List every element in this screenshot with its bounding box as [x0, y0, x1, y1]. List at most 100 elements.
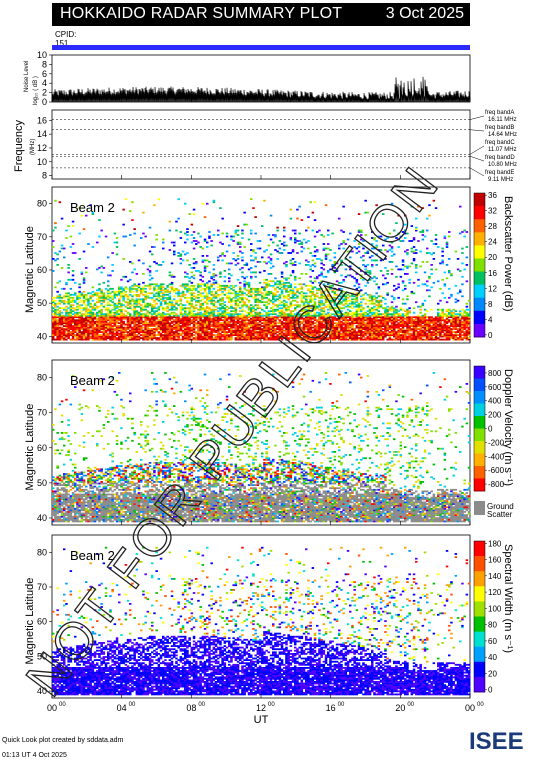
- heatmap-cell: [76, 338, 79, 341]
- heatmap-cell: [107, 301, 110, 304]
- heatmap-cell: [82, 295, 86, 298]
- heatmap-cell: [115, 337, 119, 339]
- heatmap-cell: [184, 316, 187, 319]
- heatmap-cell: [395, 287, 398, 290]
- heatmap-cell: [124, 316, 128, 319]
- heatmap-cell: [74, 328, 77, 330]
- heatmap-cell: [252, 287, 255, 290]
- heatmap-cell: [373, 308, 376, 311]
- heatmap-cell: [89, 295, 92, 298]
- heatmap-cell: [404, 287, 407, 290]
- heatmap-cell: [397, 283, 400, 286]
- heatmap-cell: [118, 319, 121, 322]
- heatmap-cell: [69, 235, 73, 238]
- heatmap-cell: [170, 313, 174, 316]
- heatmap-cell: [155, 302, 158, 305]
- heatmap-cell: [173, 244, 176, 247]
- heatmap-cell: [91, 313, 95, 316]
- title-bar: HOKKAIDO RADAR SUMMARY PLOT 3 Oct 2025: [52, 3, 470, 26]
- heatmap-cell: [137, 319, 141, 322]
- heatmap-cell: [261, 301, 264, 304]
- heatmap-cell: [401, 298, 405, 301]
- heatmap-cell: [357, 337, 361, 339]
- heatmap-cell: [195, 261, 198, 263]
- heatmap-cell: [252, 259, 255, 262]
- heatmap-cell: [148, 331, 152, 333]
- cpid-label-text: CPID:: [55, 30, 77, 39]
- heatmap-cell: [100, 271, 103, 274]
- heatmap-cell: [192, 267, 196, 269]
- heatmap-cell: [133, 338, 136, 341]
- heatmap-cell: [58, 322, 62, 325]
- heatmap-cell: [126, 323, 130, 326]
- heatmap-cell: [406, 265, 409, 268]
- heatmap-cell: [364, 322, 367, 325]
- heatmap-cell: [133, 328, 136, 330]
- heatmap-cell: [162, 289, 165, 292]
- heatmap-cell: [214, 295, 218, 298]
- heatmap-cell: [122, 322, 125, 325]
- heatmap-cell: [153, 317, 156, 320]
- heatmap-cell: [151, 329, 154, 332]
- heatmap-cell: [82, 326, 86, 329]
- heatmap-cell: [192, 289, 196, 292]
- heatmap-cell: [228, 284, 231, 287]
- heatmap-cell: [153, 332, 156, 335]
- heatmap-cell: [144, 322, 147, 325]
- heatmap-cell: [78, 326, 81, 329]
- heatmap-cell: [397, 286, 400, 289]
- heatmap-cell: [377, 299, 381, 302]
- heatmap-cell: [159, 298, 163, 301]
- heatmap-cell: [289, 289, 293, 292]
- heatmap-cell: [126, 320, 130, 323]
- heatmap-cell: [104, 314, 108, 317]
- heatmap-cell: [82, 335, 86, 338]
- heatmap-cell: [276, 229, 279, 232]
- heatmap-cell: [184, 313, 187, 316]
- heatmap-cell: [82, 334, 86, 336]
- heatmap-cell: [203, 322, 207, 325]
- heatmap-cell: [221, 232, 224, 235]
- heatmap-cell: [175, 302, 178, 305]
- heatmap-cell: [111, 287, 114, 290]
- heatmap-cell: [181, 332, 185, 335]
- heatmap-cell: [142, 305, 145, 308]
- heatmap-cell: [192, 295, 196, 298]
- heatmap-cell: [179, 298, 183, 301]
- heatmap-cell: [118, 292, 121, 295]
- heatmap-cell: [162, 326, 165, 329]
- heatmap-cell: [157, 198, 161, 201]
- heatmap-cell: [131, 322, 134, 325]
- heatmap-cell: [76, 329, 79, 332]
- heatmap-cell: [181, 286, 185, 289]
- heatmap-cell: [89, 329, 92, 332]
- heatmap-cell: [63, 287, 66, 290]
- heatmap-cell: [179, 311, 183, 314]
- heatmap-cell: [80, 319, 84, 322]
- heatmap-cell: [199, 338, 202, 341]
- heatmap-cell: [170, 274, 174, 277]
- heatmap-cell: [71, 296, 75, 299]
- heatmap-cell: [104, 326, 108, 329]
- heatmap-cell: [239, 241, 242, 244]
- heatmap-cell: [247, 295, 251, 298]
- heatmap-cell: [89, 305, 92, 308]
- heatmap-cell: [254, 293, 257, 296]
- heatmap-cell: [203, 337, 207, 339]
- heatmap-cell: [82, 299, 86, 302]
- heatmap-cell: [375, 292, 378, 295]
- heatmap-cell: [186, 313, 189, 316]
- heatmap-cell: [69, 304, 73, 307]
- heatmap-cell: [166, 284, 169, 287]
- heatmap-cell: [65, 281, 68, 284]
- frequency-tick-label: 14: [37, 129, 47, 139]
- heatmap-cell: [186, 234, 189, 236]
- heatmap-cell: [384, 302, 387, 305]
- heatmap-cell: [190, 322, 194, 325]
- heatmap-cell: [135, 337, 139, 339]
- heatmap-cell: [201, 283, 205, 286]
- heatmap-cell: [201, 331, 205, 333]
- heatmap-cell: [263, 293, 266, 296]
- heatmap-cell: [159, 305, 163, 308]
- heatmap-cell: [192, 237, 196, 239]
